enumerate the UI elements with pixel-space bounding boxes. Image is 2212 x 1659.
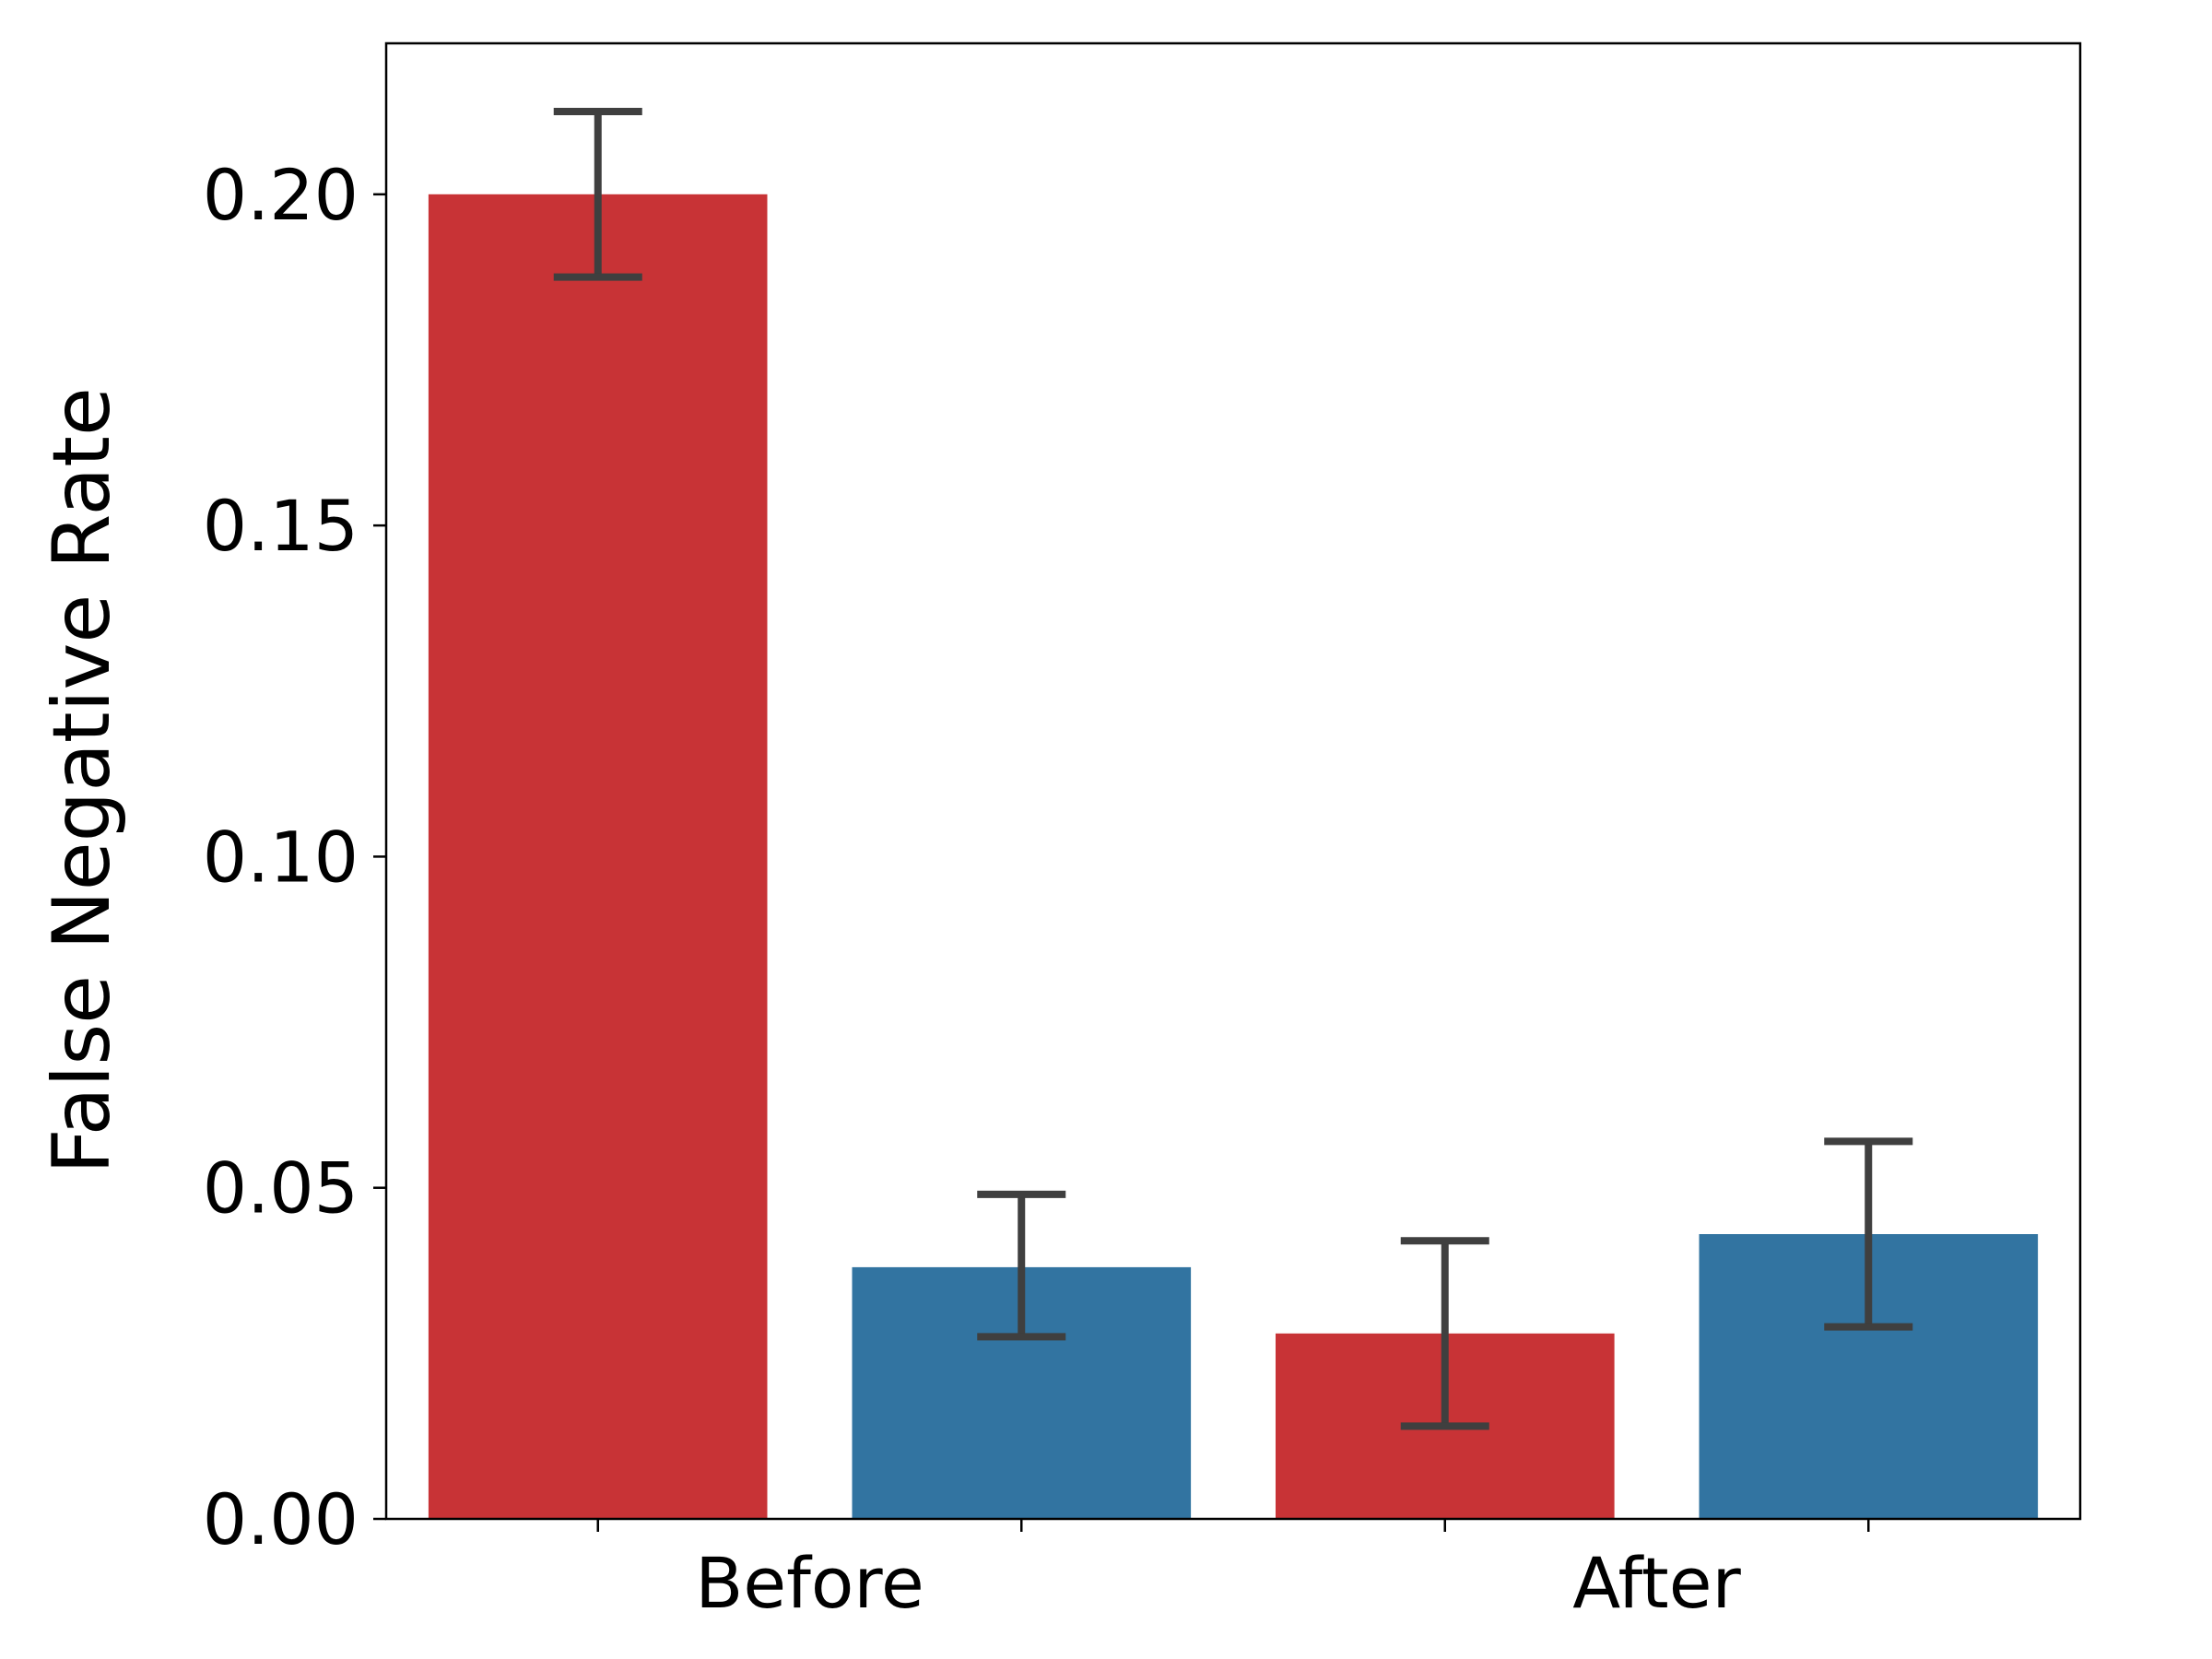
x-axis: Before After (596, 1519, 1870, 1624)
error-bar (977, 1190, 1066, 1341)
x-group-label: Before (695, 1542, 924, 1624)
y-axis: 0.00 0.05 0.10 0.15 0.20 (203, 154, 386, 1560)
bars-layer (428, 194, 2039, 1519)
error-bar (1824, 1137, 1913, 1331)
y-tick-label: 0.00 (203, 1478, 359, 1560)
error-bar (553, 108, 642, 281)
plot-frame (384, 41, 2082, 1521)
x-group-label: After (1572, 1542, 1741, 1624)
y-axis-title: False Negative Rate (36, 387, 128, 1174)
y-tick-label: 0.15 (203, 485, 359, 567)
y-tick-label: 0.20 (203, 154, 359, 236)
y-tick-label: 0.10 (203, 816, 359, 898)
error-bar (1400, 1237, 1489, 1430)
y-tick-label: 0.05 (203, 1147, 359, 1230)
error-bars-layer (553, 108, 1913, 1430)
bar-before-red (428, 194, 768, 1519)
